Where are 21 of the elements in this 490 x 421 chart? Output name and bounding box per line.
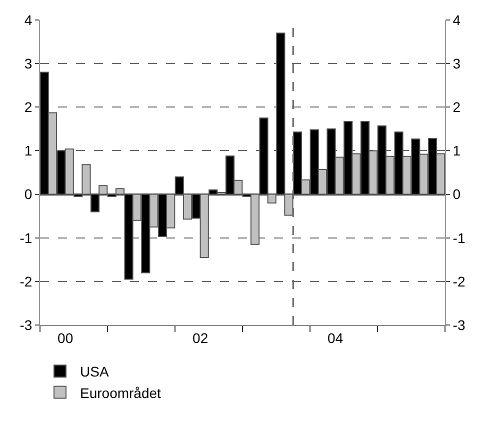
y2-tick-label: 2 [452,99,461,116]
x-tick-label: 00 [58,330,74,346]
y-tick-label: 0 [24,186,32,202]
y2-tick-label: 1 [452,142,461,159]
y2-tick-label: -3 [452,316,466,333]
y-tick-label: 3 [24,55,32,72]
y-tick-label: -2 [20,273,32,290]
y-tick-label: 2 [24,99,32,116]
y-tick-label: -1 [20,230,32,246]
y2-tick-label: 3 [452,55,461,72]
y-tick-label: -3 [20,316,32,333]
legend-label: USA [80,364,110,380]
y2-tick-label: 4 [452,12,461,28]
y2-tick-label: 0 [452,186,461,202]
y2-tick-label: -2 [452,273,466,290]
y-tick-label: 4 [24,12,32,28]
x-tick-label: 02 [192,330,208,346]
y-tick-label: 1 [24,142,32,159]
legend-label: Euroområdet [80,384,162,401]
x-tick-label: 04 [328,330,344,346]
y2-tick-label: -1 [452,230,466,246]
